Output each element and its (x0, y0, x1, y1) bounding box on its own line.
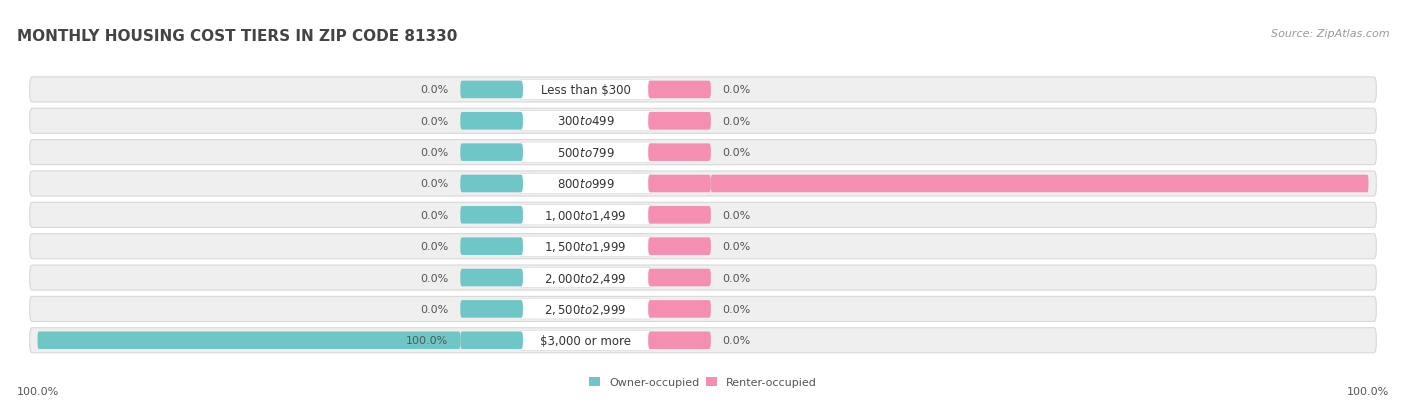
FancyBboxPatch shape (648, 269, 711, 287)
FancyBboxPatch shape (519, 237, 652, 256)
FancyBboxPatch shape (519, 299, 652, 319)
Text: Source: ZipAtlas.com: Source: ZipAtlas.com (1271, 29, 1389, 39)
Text: $1,000 to $1,499: $1,000 to $1,499 (544, 208, 627, 222)
Text: 0.0%: 0.0% (723, 116, 751, 126)
Text: 0.0%: 0.0% (723, 148, 751, 158)
Text: 0.0%: 0.0% (723, 210, 751, 220)
FancyBboxPatch shape (30, 171, 1376, 197)
FancyBboxPatch shape (519, 268, 652, 288)
Text: Less than $300: Less than $300 (541, 84, 630, 97)
Text: $300 to $499: $300 to $499 (557, 115, 614, 128)
FancyBboxPatch shape (460, 269, 523, 287)
FancyBboxPatch shape (460, 144, 523, 161)
Text: 0.0%: 0.0% (723, 242, 751, 252)
Text: 0.0%: 0.0% (420, 179, 449, 189)
Text: 0.0%: 0.0% (420, 273, 449, 283)
Text: $1,500 to $1,999: $1,500 to $1,999 (544, 240, 627, 254)
FancyBboxPatch shape (648, 113, 711, 130)
Text: 0.0%: 0.0% (723, 335, 751, 345)
Text: 0.0%: 0.0% (420, 85, 449, 95)
Legend: Owner-occupied, Renter-occupied: Owner-occupied, Renter-occupied (585, 373, 821, 392)
FancyBboxPatch shape (648, 332, 711, 349)
FancyBboxPatch shape (30, 266, 1376, 290)
Text: 0.0%: 0.0% (420, 242, 449, 252)
Text: $2,000 to $2,499: $2,000 to $2,499 (544, 271, 627, 285)
FancyBboxPatch shape (30, 328, 1376, 353)
Text: 100.0%: 100.0% (17, 387, 59, 396)
Text: 0.0%: 0.0% (723, 273, 751, 283)
FancyBboxPatch shape (460, 332, 523, 349)
FancyBboxPatch shape (460, 175, 523, 193)
FancyBboxPatch shape (648, 238, 711, 255)
Text: 100.0%: 100.0% (1347, 387, 1389, 396)
FancyBboxPatch shape (30, 234, 1376, 259)
FancyBboxPatch shape (30, 78, 1376, 103)
FancyBboxPatch shape (460, 206, 523, 224)
FancyBboxPatch shape (519, 174, 652, 194)
Text: 0.0%: 0.0% (420, 210, 449, 220)
FancyBboxPatch shape (519, 80, 652, 100)
Text: 0.0%: 0.0% (723, 304, 751, 314)
FancyBboxPatch shape (460, 81, 523, 99)
Text: 100.0%: 100.0% (1381, 179, 1406, 189)
Text: $800 to $999: $800 to $999 (557, 178, 614, 190)
FancyBboxPatch shape (711, 175, 1368, 193)
FancyBboxPatch shape (648, 206, 711, 224)
FancyBboxPatch shape (460, 300, 523, 318)
Text: MONTHLY HOUSING COST TIERS IN ZIP CODE 81330: MONTHLY HOUSING COST TIERS IN ZIP CODE 8… (17, 29, 457, 44)
FancyBboxPatch shape (648, 175, 711, 193)
FancyBboxPatch shape (519, 330, 652, 351)
FancyBboxPatch shape (30, 203, 1376, 228)
FancyBboxPatch shape (460, 238, 523, 255)
Text: $500 to $799: $500 to $799 (557, 146, 614, 159)
FancyBboxPatch shape (519, 205, 652, 225)
FancyBboxPatch shape (30, 297, 1376, 322)
FancyBboxPatch shape (30, 140, 1376, 165)
FancyBboxPatch shape (519, 112, 652, 131)
Text: $2,500 to $2,999: $2,500 to $2,999 (544, 302, 627, 316)
Text: 0.0%: 0.0% (723, 85, 751, 95)
FancyBboxPatch shape (38, 332, 460, 349)
Text: $3,000 or more: $3,000 or more (540, 334, 631, 347)
FancyBboxPatch shape (648, 81, 711, 99)
FancyBboxPatch shape (648, 300, 711, 318)
Text: 0.0%: 0.0% (420, 304, 449, 314)
Text: 0.0%: 0.0% (420, 148, 449, 158)
Text: 0.0%: 0.0% (420, 116, 449, 126)
FancyBboxPatch shape (30, 109, 1376, 134)
FancyBboxPatch shape (519, 143, 652, 163)
FancyBboxPatch shape (460, 113, 523, 130)
FancyBboxPatch shape (648, 144, 711, 161)
Text: 100.0%: 100.0% (406, 335, 449, 345)
